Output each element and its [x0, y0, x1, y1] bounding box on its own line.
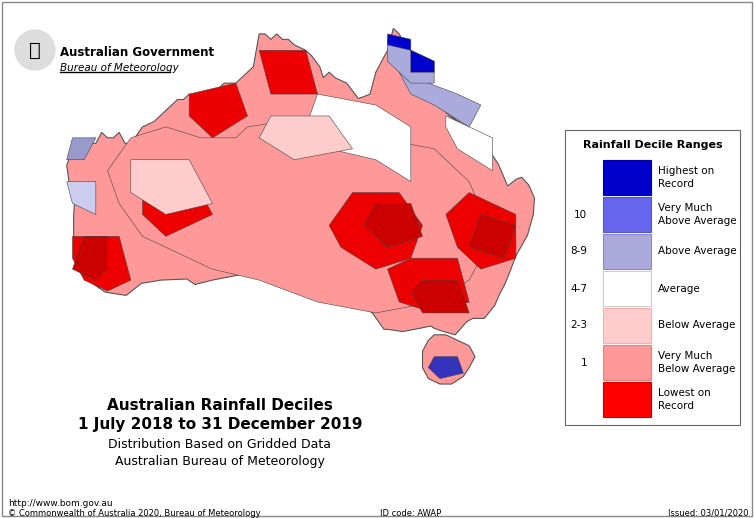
Text: © Commonwealth of Australia 2020, Bureau of Meteorology: © Commonwealth of Australia 2020, Bureau…	[8, 509, 261, 517]
Polygon shape	[388, 34, 411, 50]
Text: Average: Average	[658, 283, 700, 294]
Polygon shape	[259, 116, 353, 160]
Polygon shape	[329, 193, 422, 269]
Polygon shape	[388, 258, 469, 313]
Polygon shape	[131, 160, 213, 214]
Bar	[8, 8, 163, 83]
Text: Very Much
Below Average: Very Much Below Average	[658, 351, 735, 373]
Text: Lowest on
Record: Lowest on Record	[658, 388, 711, 411]
Polygon shape	[399, 72, 481, 127]
Text: 4-7: 4-7	[570, 283, 587, 294]
Polygon shape	[259, 50, 317, 94]
Polygon shape	[108, 116, 492, 313]
Text: Very Much
Above Average: Very Much Above Average	[658, 203, 737, 226]
Polygon shape	[411, 50, 434, 72]
Bar	[603, 271, 651, 306]
Circle shape	[15, 30, 55, 70]
Text: 8-9: 8-9	[570, 247, 587, 256]
Bar	[565, 130, 740, 425]
Text: Issued: 03/01/2020: Issued: 03/01/2020	[667, 509, 748, 517]
Text: Bureau of Meteorology: Bureau of Meteorology	[60, 63, 179, 73]
Polygon shape	[66, 182, 96, 214]
Polygon shape	[306, 94, 411, 182]
Polygon shape	[428, 357, 464, 379]
Bar	[603, 345, 651, 380]
Text: 🦘: 🦘	[29, 40, 41, 60]
Polygon shape	[388, 39, 434, 83]
Text: Highest on
Record: Highest on Record	[658, 166, 714, 189]
Polygon shape	[446, 116, 492, 170]
Polygon shape	[446, 193, 516, 269]
Polygon shape	[364, 204, 422, 247]
Text: ID code: AWAP: ID code: AWAP	[380, 509, 441, 517]
Polygon shape	[143, 170, 213, 236]
Polygon shape	[72, 236, 108, 280]
Polygon shape	[66, 28, 535, 335]
Text: Distribution Based on Gridded Data: Distribution Based on Gridded Data	[109, 439, 332, 452]
Text: 1: 1	[581, 357, 587, 367]
Text: 1 July 2018 to 31 December 2019: 1 July 2018 to 31 December 2019	[78, 418, 362, 433]
Text: 2-3: 2-3	[570, 321, 587, 330]
Polygon shape	[411, 280, 469, 313]
Text: Above Average: Above Average	[658, 247, 737, 256]
Text: Australian Bureau of Meteorology: Australian Bureau of Meteorology	[115, 455, 325, 468]
Polygon shape	[189, 83, 247, 138]
Text: Australian Government: Australian Government	[60, 46, 214, 59]
Text: Rainfall Decile Ranges: Rainfall Decile Ranges	[583, 140, 722, 150]
Text: http://www.bom.gov.au: http://www.bom.gov.au	[8, 498, 112, 508]
Text: Australian Rainfall Deciles: Australian Rainfall Deciles	[107, 397, 333, 412]
Polygon shape	[72, 236, 131, 291]
Text: 10: 10	[574, 209, 587, 220]
Bar	[603, 197, 651, 232]
Polygon shape	[469, 214, 516, 258]
Polygon shape	[422, 335, 475, 384]
Polygon shape	[66, 138, 96, 160]
Bar	[603, 382, 651, 417]
Bar	[603, 308, 651, 343]
Bar	[603, 160, 651, 195]
Bar	[603, 234, 651, 269]
Text: Below Average: Below Average	[658, 321, 735, 330]
